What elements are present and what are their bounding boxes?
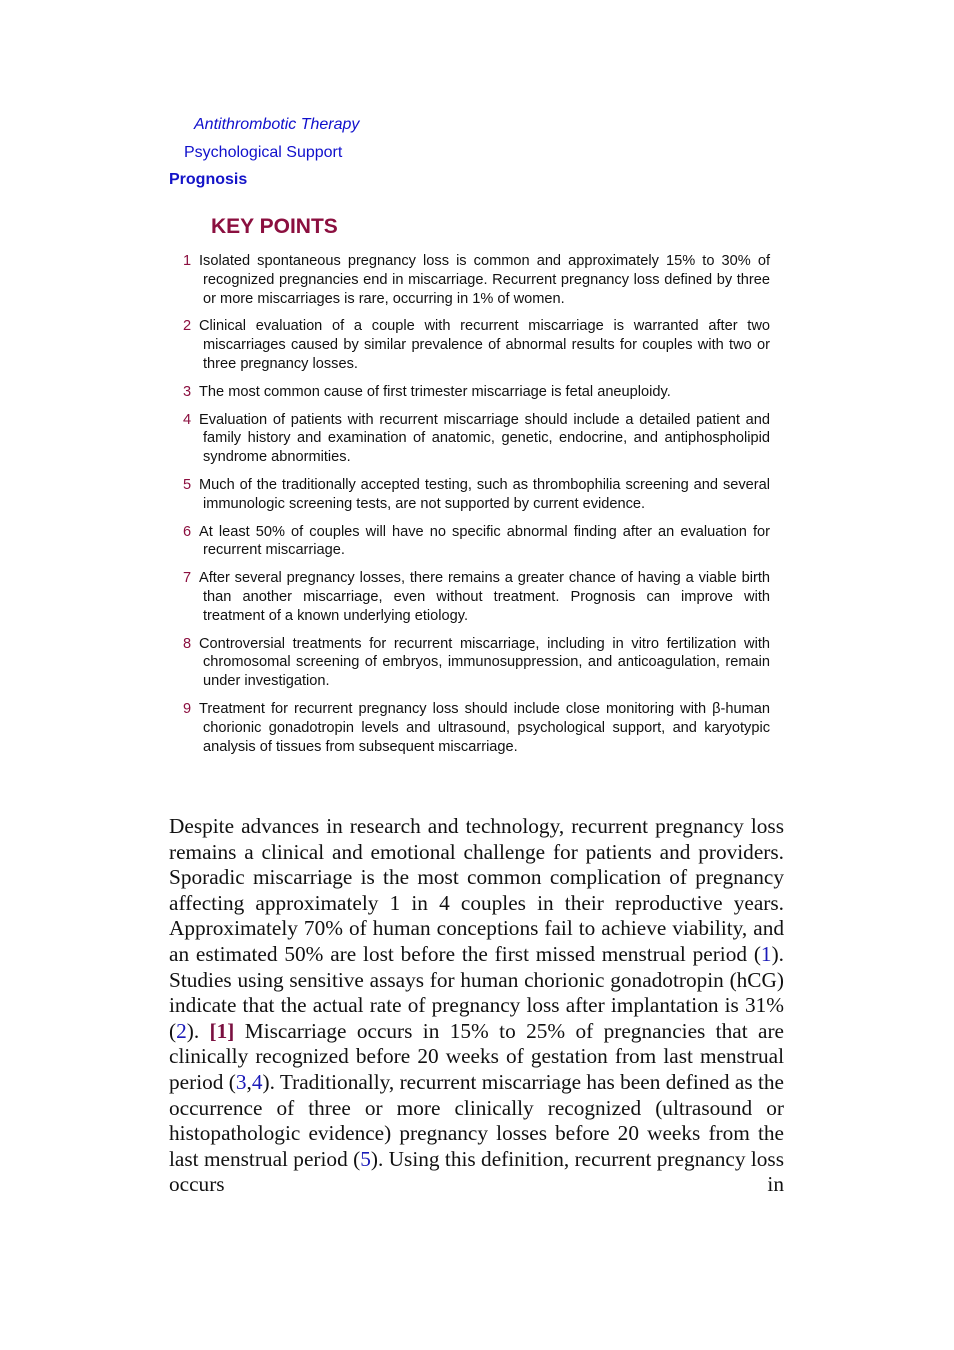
- key-point-number: 7: [183, 570, 192, 587]
- body-text-segment: ). Studies using sensitive assays for hu…: [169, 941, 784, 1043]
- key-point-item: 8 Controversial treatments for recurrent …: [183, 635, 770, 691]
- body-text-segment: Miscarriage occurs in 15% to 25% of preg…: [169, 1018, 784, 1094]
- body-text-segment: ). Using this definition, recurrent preg…: [169, 1146, 785, 1197]
- key-point-number: 9: [183, 700, 192, 717]
- key-point-number: 8: [183, 635, 192, 652]
- reference-link[interactable]: 3: [235, 1069, 247, 1094]
- key-point-text: At least 50% of couples will have no spe…: [199, 523, 770, 559]
- reference-link[interactable]: 1: [760, 941, 772, 966]
- key-point-text: Controversial treatments for recurrent m…: [199, 635, 770, 690]
- key-point-number: 6: [183, 523, 192, 540]
- toc-link-antithrombotic-therapy[interactable]: Antithrombotic Therapy: [194, 116, 360, 133]
- footnote-link[interactable]: [1]: [209, 1018, 235, 1043]
- body-text-segment: ).: [186, 1018, 210, 1043]
- key-point-number: 1: [183, 253, 192, 269]
- key-point-item: 3 The most common cause of first trimeste…: [183, 383, 770, 402]
- key-point-text: Clinical evaluation of a couple with rec…: [199, 318, 770, 372]
- body-text-segment: ,: [246, 1069, 252, 1094]
- key-point-text: Much of the traditionally accepted testi…: [199, 476, 770, 512]
- body-text-segment: Despite advances in research and technol…: [169, 814, 784, 966]
- key-points-list: 1 Isolated spontaneous pregnancy loss is …: [183, 252, 770, 765]
- key-point-text: Treatment for recurrent pregnancy loss s…: [199, 700, 770, 755]
- key-point-item: 7 After several pregnancy losses, there r…: [183, 569, 770, 625]
- key-point-item: 6 At least 50% of couples will have no sp…: [183, 523, 770, 561]
- key-point-number: 2: [183, 318, 192, 335]
- key-point-text: Evaluation of patients with recurrent mi…: [199, 411, 770, 466]
- key-point-number: 4: [183, 411, 192, 428]
- key-point-number: 3: [183, 383, 192, 400]
- key-point-item: 4 Evaluation of patients with recurrent m…: [183, 411, 770, 467]
- reference-link[interactable]: 5: [360, 1146, 371, 1171]
- key-point-text: The most common cause of first trimester…: [199, 383, 671, 400]
- key-points-heading: KEY POINTS: [211, 215, 338, 238]
- toc-link-prognosis[interactable]: Prognosis: [169, 171, 248, 188]
- toc-link-psychological-support[interactable]: Psychological Support: [184, 144, 343, 161]
- key-point-text: Isolated spontaneous pregnancy loss is c…: [199, 253, 770, 307]
- reference-link[interactable]: 4: [251, 1069, 263, 1094]
- key-point-item: 9 Treatment for recurrent pregnancy loss …: [183, 700, 770, 756]
- key-point-item: 5 Much of the traditionally accepted test…: [183, 476, 770, 514]
- body-paragraph: Despite advances in research and technol…: [169, 814, 784, 1198]
- key-point-number: 5: [183, 476, 192, 493]
- reference-link[interactable]: 2: [176, 1018, 187, 1043]
- key-point-text: After several pregnancy losses, there re…: [199, 570, 770, 624]
- key-point-item: 1 Isolated spontaneous pregnancy loss is …: [183, 252, 770, 308]
- key-point-item: 2 Clinical evaluation of a couple with re…: [183, 317, 770, 373]
- body-text-segment: ). Traditionally, recurrent miscarriage …: [169, 1069, 784, 1171]
